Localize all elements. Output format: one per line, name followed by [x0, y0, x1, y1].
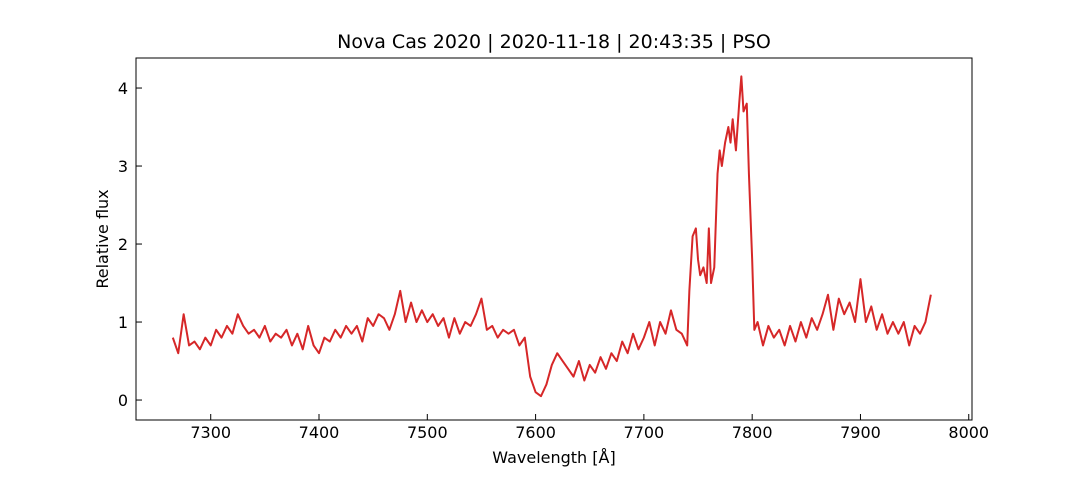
- y-tick-label: 3: [118, 157, 128, 176]
- x-tick-label: 7500: [407, 423, 448, 442]
- x-axis-label: Wavelength [Å]: [492, 448, 615, 467]
- x-tick-label: 7400: [299, 423, 340, 442]
- y-tick-label: 0: [118, 391, 128, 410]
- plot-frame: [135, 57, 973, 421]
- y-tick-label: 4: [118, 79, 128, 98]
- x-tick-label: 7600: [515, 423, 556, 442]
- chart-title: Nova Cas 2020 | 2020-11-18 | 20:43:35 | …: [337, 31, 771, 53]
- y-axis-label: Relative flux: [93, 189, 112, 288]
- x-tick-label: 7300: [190, 423, 231, 442]
- x-tick-label: 8000: [948, 423, 989, 442]
- x-tick-label: 7800: [732, 423, 773, 442]
- spectrum-line: [171, 75, 932, 398]
- x-tick-label: 7700: [624, 423, 665, 442]
- x-tick-label: 7900: [840, 423, 881, 442]
- y-tick-label: 1: [118, 313, 128, 332]
- y-tick-label: 2: [118, 235, 128, 254]
